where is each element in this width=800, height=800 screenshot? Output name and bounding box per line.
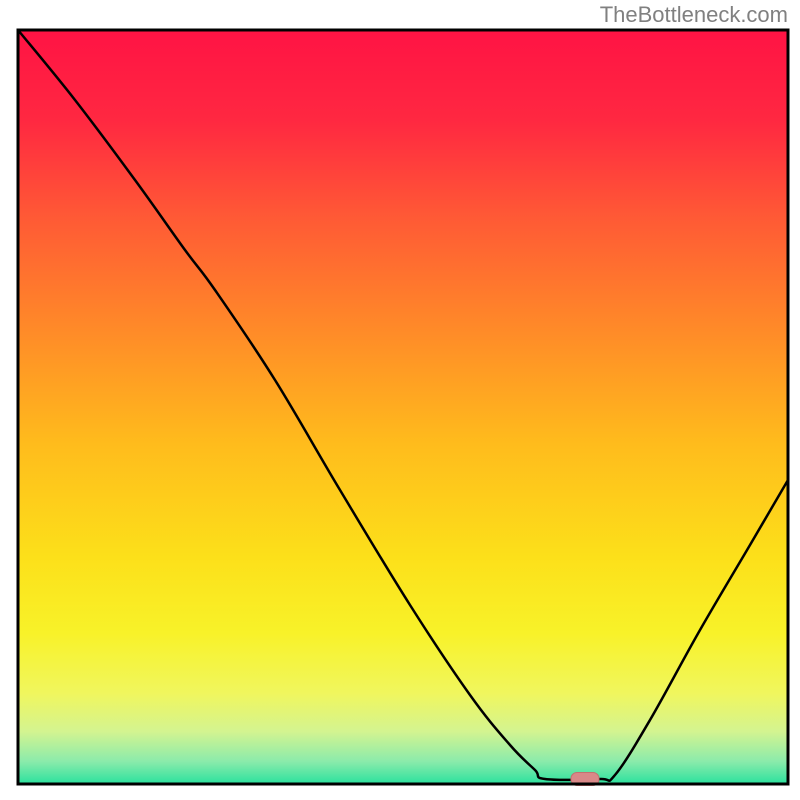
plot-background <box>18 30 788 784</box>
chart-svg <box>0 0 800 800</box>
watermark-text: TheBottleneck.com <box>600 2 788 28</box>
bottleneck-chart: TheBottleneck.com <box>0 0 800 800</box>
